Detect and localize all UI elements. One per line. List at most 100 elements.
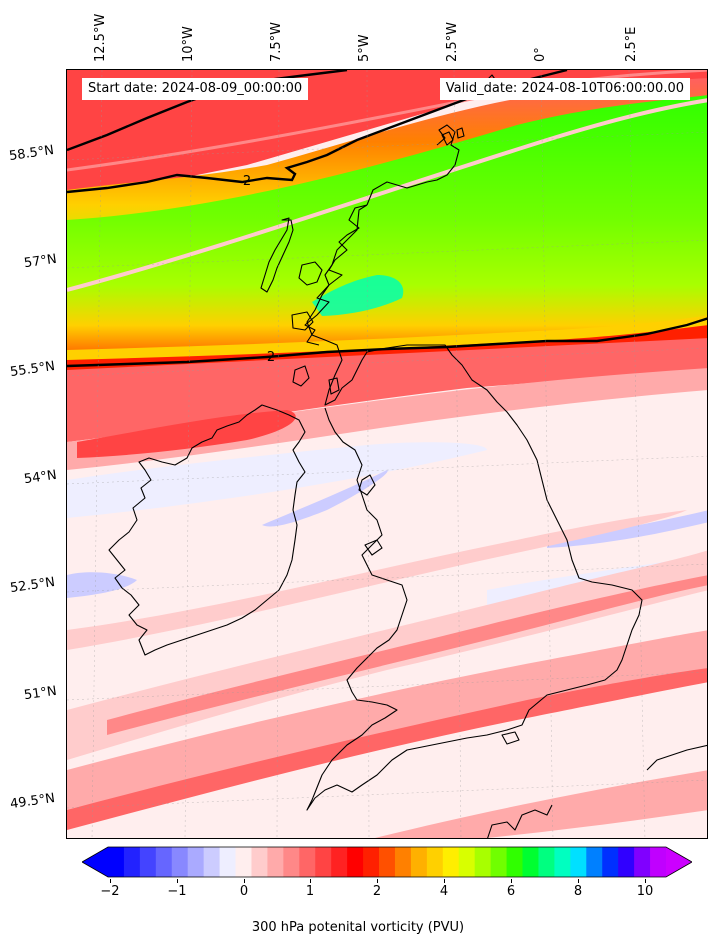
pv-neg-patch-1 [67,442,487,518]
colorbar-cell [458,847,476,877]
lat-tick-label: 55.5°N [9,358,56,381]
lat-tick-label: 54°N [23,467,58,488]
lat-tick-label: 57°N [23,251,58,272]
pv-jet-core [67,95,707,366]
colorbar-over-arrow [666,847,692,877]
pv-band-red-2 [77,410,296,458]
colorbar-cell [426,847,444,877]
colorbar-cell [394,847,412,877]
pv-map: 2 2 [67,70,707,838]
coastline-islay [292,365,310,387]
colorbar-cell [331,847,348,877]
colorbar-tick-label: 2 [372,884,382,899]
lat-tick-label: 49.5°N [9,790,56,813]
colorbar-outline [82,846,692,878]
colorbar-tick-label: 1 [305,884,315,899]
pv-neg-patch-4 [547,510,707,548]
pv-contour-label-lower: 2 [267,350,275,365]
colorbar-tick-label: −2 [100,884,120,899]
colorbar-tick-label: 6 [506,884,516,899]
colorbar-cell [379,847,396,877]
colorbar-cell [155,847,173,877]
pv-neg-patch-3 [67,572,137,598]
colorbar-tickmark [511,879,512,883]
colorbar-cell [363,847,380,877]
pv-north-red [67,70,707,195]
colorbar-cell [171,847,189,877]
colorbar-cell [586,847,603,877]
colorbar-label: 300 hPa potenital vorticity (PVU) [251,920,465,935]
colorbar-cell [283,847,300,877]
colorbar-cells [108,847,667,877]
coastline-isle-of-man [358,474,376,496]
colorbar-cell [506,847,524,877]
colorbar-tick-label: 10 [636,884,654,899]
pv-streamer-2-core [67,668,707,830]
coastlines [108,74,707,838]
colorbar-cell [235,847,253,877]
coastline-ireland [108,404,306,656]
pv-filament-1 [67,98,707,292]
colorbar-cell [315,847,332,877]
valid-date-label: Valid_date: 2024-08-10T06:00:00.00 [439,78,690,100]
map-panel: 2 2 [66,69,708,839]
colorbar-cell [522,847,540,877]
colorbar-cell [554,847,571,877]
colorbar-tickmark [310,879,311,883]
graticule [67,70,707,838]
colorbar-cell [251,847,269,877]
lon-tick-label: 2.5°E [624,26,639,62]
colorbar-cell [570,847,587,877]
colorbar-cell [538,847,555,877]
pv-2-contour-mid [67,70,568,194]
colorbar-tick-label: 0 [239,884,249,899]
colorbar-cell [442,847,460,877]
pv-band-red-1 [67,338,707,442]
coastline-scotland-west [304,204,368,346]
colorbar-cell [602,847,619,877]
colorbar [82,846,692,878]
colorbar-tickmark [377,879,378,883]
colorbar-cell [474,847,492,877]
colorbar-cell [410,847,428,877]
lat-tick-label: 51°N [23,683,58,704]
colorbar-tickmark [177,879,178,883]
pv-band-pink-1 [67,368,707,470]
pv-streamer-mid [67,510,687,650]
colorbar-cell [203,847,221,877]
colorbar-cell [347,847,364,877]
colorbar-cell [490,847,508,877]
colorbar-tickmark [645,879,646,883]
colorbar-cell [634,847,651,877]
colorbar-cell [187,847,205,877]
colorbar-cell [123,847,141,877]
lon-tick-label: 0° [533,47,548,62]
pv-jet-south-edge [67,315,707,366]
start-date-label: Start date: 2024-08-09_00:00:00 [82,78,309,100]
pv-2-contour-south [67,317,707,368]
coastline-great-britain [306,124,643,811]
colorbar-cell [618,847,635,877]
lon-tick-label: 10°W [181,26,196,62]
coastline-skye [298,261,323,286]
colorbar-cell [299,847,316,877]
colorbar-tickmark [444,879,445,883]
coastline-anglesey [364,539,383,556]
colorbar-cell [139,847,157,877]
coastline-france [487,744,707,838]
colorbar-cell [219,847,237,877]
pv-streamer-1-core [107,575,707,735]
colorbar-tickmark [244,879,245,883]
lon-tick-label: 2.5°W [445,21,460,62]
colorbar-tick-label: 4 [439,884,449,899]
coastline-outer-hebrides [260,217,294,293]
pv-jet-max [312,275,404,316]
coastline-mull [291,311,314,331]
colorbar-tickmark [578,879,579,883]
coastline-arran [328,377,340,395]
lon-tick-label: 7.5°W [269,21,284,62]
colorbar-tick-label: 8 [573,884,583,899]
lon-tick-label: 5°W [357,34,372,62]
pv-contour-label-upper: 2 [243,174,251,189]
lat-tick-label: 52.5°N [9,574,56,597]
